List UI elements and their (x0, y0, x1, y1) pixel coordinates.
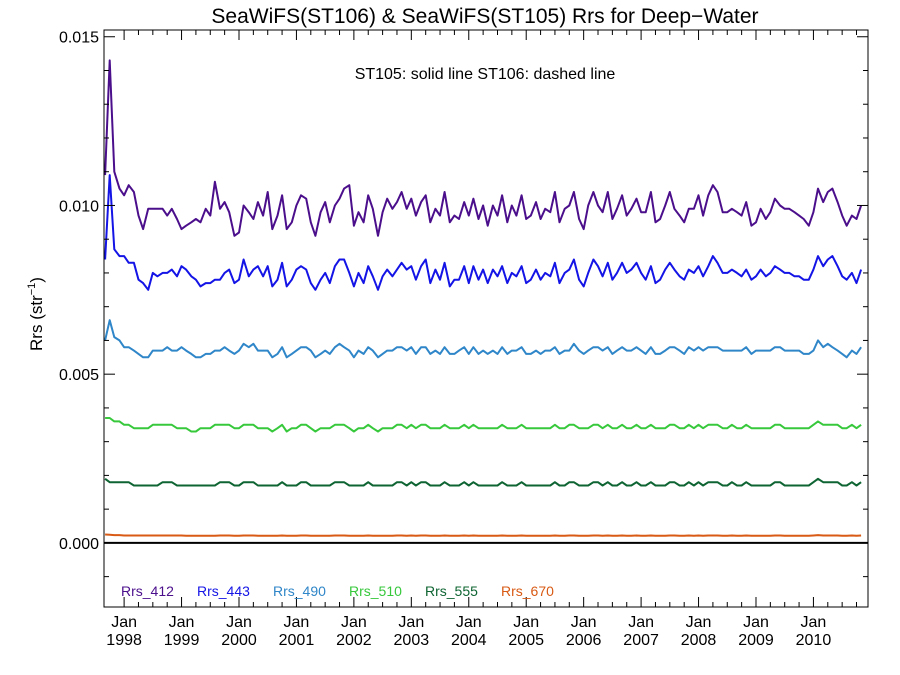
x-tick-month-label: Jan (456, 614, 482, 631)
legend-item-rrs-670: Rrs_670 (501, 583, 554, 599)
legend-item-rrs-412: Rrs_412 (121, 583, 174, 599)
x-tick-month-label: Jan (801, 614, 827, 631)
x-tick-month-label: Jan (513, 614, 539, 631)
series-line-rrs-490 (104, 319, 862, 359)
legend-item-rrs-443: Rrs_443 (197, 583, 250, 599)
legend: Rrs_412 Rrs_443 Rrs_490 Rrs_510 Rrs_555 Rrs_6… (121, 583, 554, 599)
x-tick-month-label: Jan (284, 614, 310, 631)
x-tick-year-label: 2004 (451, 632, 487, 649)
series-line-rrs-412 (104, 59, 863, 237)
series-line-rrs-443 (104, 174, 863, 291)
x-tick-month-label: Jan (226, 614, 252, 631)
x-tick-month-label: Jan (743, 614, 769, 631)
x-tick-year-label: 2001 (279, 632, 315, 649)
x-tick-month-label: Jan (686, 614, 712, 631)
x-tick-year-label: 2002 (336, 632, 372, 649)
series-line-rrs-670 (105, 533, 862, 537)
x-tick-month-label: Jan (398, 614, 424, 631)
x-tick-year-label: 2010 (796, 632, 832, 649)
x-tick-month-label: Jan (628, 614, 654, 631)
x-tick-year-label: 2009 (738, 632, 774, 649)
chart-title: SeaWiFS(ST106) & SeaWiFS(ST105) Rrs for … (211, 5, 758, 28)
series-line-rrs-555 (104, 477, 862, 487)
x-tick-month-label: Jan (169, 614, 195, 631)
x-tick-year-label: 1998 (106, 632, 142, 649)
y-tick-label: 0.000 (59, 536, 99, 553)
x-tick-month-label: Jan (571, 614, 597, 631)
legend-item-rrs-510: Rrs_510 (349, 583, 402, 599)
x-tick-year-label: 2007 (623, 632, 659, 649)
x-tick-year-label: 2003 (394, 632, 430, 649)
axes-layer: 0.0000.0050.0100.015Jan1998Jan1999Jan200… (59, 30, 868, 649)
x-tick-year-label: 2006 (566, 632, 602, 649)
x-tick-year-label: 1999 (164, 632, 200, 649)
x-tick-month-label: Jan (341, 614, 367, 631)
y-tick-label: 0.015 (59, 30, 99, 47)
x-tick-year-label: 2000 (221, 632, 257, 649)
series-layer (104, 59, 863, 537)
x-tick-year-label: 2008 (681, 632, 717, 649)
line-style-annotation: ST105: solid line ST106: dashed line (355, 66, 616, 83)
y-axis-label: Rrs (str−1) (26, 277, 46, 351)
legend-item-rrs-490: Rrs_490 (273, 583, 326, 599)
series-line-rrs-510 (105, 417, 862, 433)
y-tick-label: 0.010 (59, 198, 99, 215)
x-tick-year-label: 2005 (508, 632, 544, 649)
y-tick-label: 0.005 (59, 367, 99, 384)
plot-frame (103, 29, 869, 608)
legend-item-rrs-555: Rrs_555 (425, 583, 478, 599)
x-tick-month-label: Jan (111, 614, 137, 631)
